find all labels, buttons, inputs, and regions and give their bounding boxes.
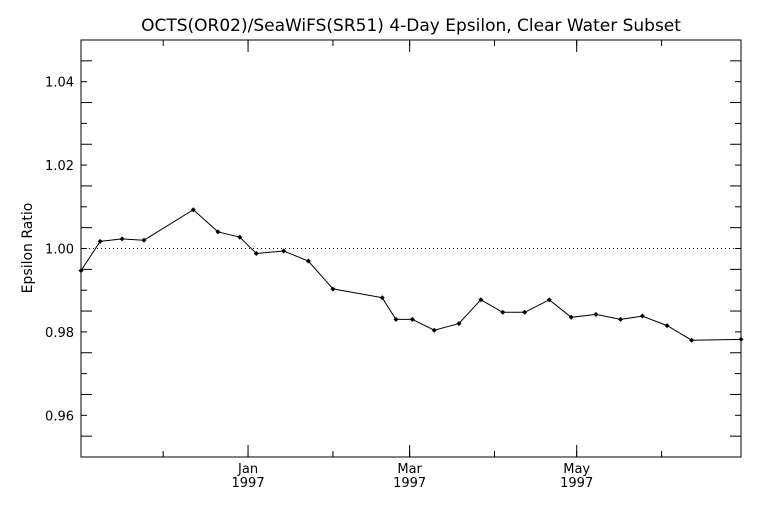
- series-line: [80, 209, 742, 341]
- x-tick-label-year: 1997: [232, 476, 265, 491]
- data-point: [141, 237, 147, 243]
- x-tick-label-year: 1997: [560, 476, 593, 491]
- data-point: [281, 248, 287, 254]
- data-point: [568, 314, 574, 320]
- x-tick-label-month: Mar: [397, 462, 422, 477]
- y-tick-label: 0.98: [45, 326, 74, 341]
- data-point: [664, 323, 670, 329]
- data-point: [478, 297, 484, 303]
- data-point: [639, 313, 645, 319]
- plot-frame: [80, 39, 742, 458]
- chart-title: OCTS(OR02)/SeaWiFS(SR51) 4-Day Epsilon, …: [141, 16, 681, 36]
- x-tick-label-month: May: [563, 462, 590, 477]
- data-point: [379, 295, 385, 301]
- x-tick-label-year: 1997: [393, 476, 426, 491]
- data-point: [409, 316, 415, 322]
- data-point: [215, 229, 221, 235]
- x-tick-label-month: Jan: [237, 462, 258, 477]
- data-point: [97, 238, 103, 244]
- y-tick-label: 0.96: [45, 409, 74, 424]
- y-axis: 0.96 0.98 1.00 1.02 1.04: [45, 39, 741, 458]
- data-point: [738, 336, 744, 342]
- data-point: [546, 297, 552, 303]
- y-tick-label: 1.00: [45, 243, 74, 258]
- data-point: [393, 316, 399, 322]
- data-point: [119, 236, 125, 242]
- data-point: [456, 321, 462, 327]
- data-point: [522, 309, 528, 315]
- data-point: [305, 258, 311, 264]
- data-point: [253, 251, 259, 257]
- y-axis-label: Epsilon Ratio: [20, 203, 36, 294]
- data-point: [500, 309, 506, 315]
- data-point: [190, 207, 196, 213]
- data-point: [689, 337, 695, 343]
- data-point: [593, 311, 599, 317]
- data-points: [78, 207, 744, 343]
- data-point: [237, 234, 243, 240]
- y-tick-label: 1.02: [45, 159, 74, 174]
- data-point: [618, 316, 624, 322]
- y-tick-label: 1.04: [45, 76, 74, 91]
- data-point: [431, 327, 437, 333]
- data-point: [78, 268, 84, 274]
- data-point: [330, 286, 336, 292]
